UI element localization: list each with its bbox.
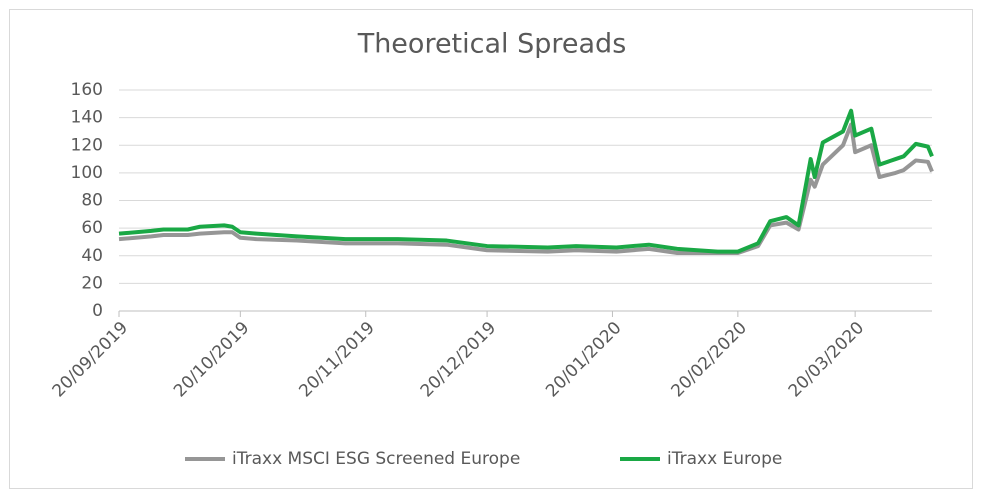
legend-label: iTraxx MSCI ESG Screened Europe	[232, 449, 520, 469]
chart-title: Theoretical Spreads	[357, 29, 627, 60]
y-tick-label: 60	[81, 218, 103, 238]
series-line	[118, 108, 934, 254]
y-tick-label: 80	[81, 191, 103, 211]
y-tick-label: 40	[81, 246, 103, 266]
series-line	[118, 122, 934, 255]
y-tick-label: 140	[71, 108, 103, 128]
legend-label: iTraxx Europe	[667, 449, 782, 469]
y-tick-label: 160	[71, 80, 103, 100]
y-tick-label: 20	[81, 273, 103, 293]
y-tick-label: 120	[71, 135, 103, 155]
y-tick-label: 100	[71, 163, 103, 183]
y-tick-label: 0	[92, 301, 103, 321]
